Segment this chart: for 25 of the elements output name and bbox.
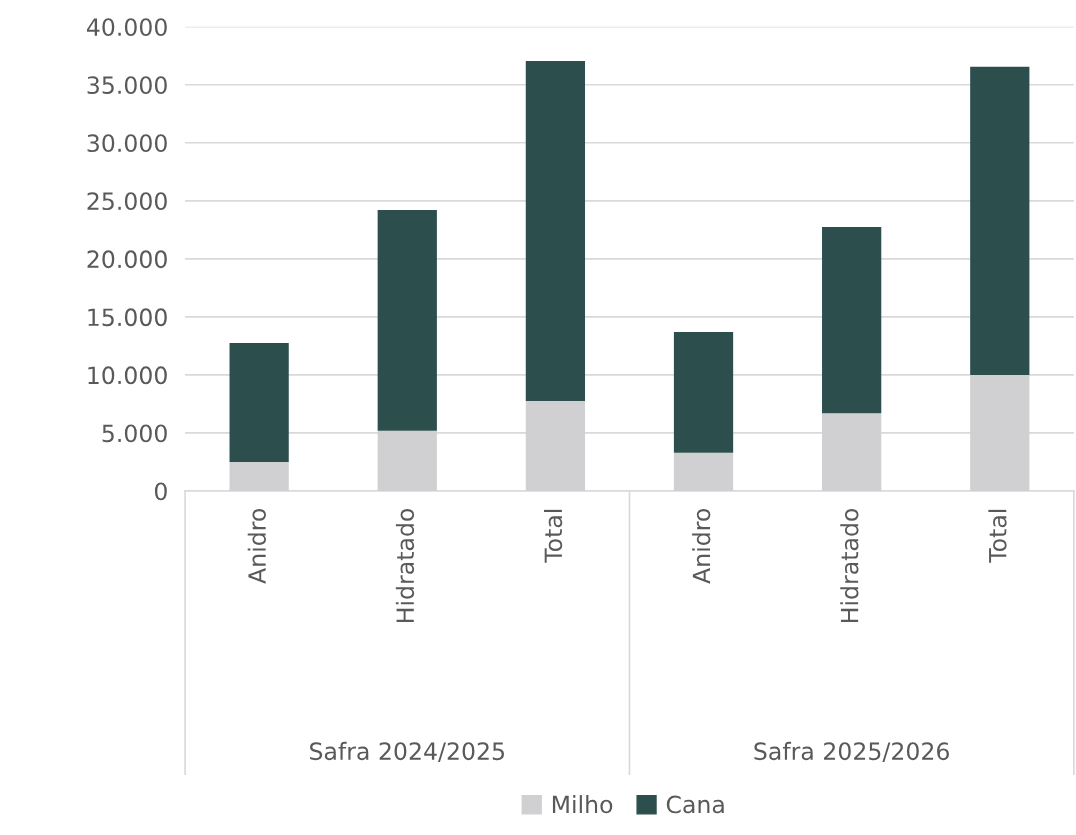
bar — [229, 343, 289, 462]
legend-label: Cana — [666, 795, 724, 814]
y-tick-label: 0 — [154, 482, 167, 501]
bar — [377, 210, 437, 431]
x-tick-label: Hidratado — [395, 508, 415, 622]
y-tick-label: 20.000 — [87, 250, 167, 269]
x-tick-label: Anidro — [692, 508, 711, 584]
x-tick-label: Total — [988, 509, 1007, 563]
x-tick-label: Hidratado — [840, 508, 859, 622]
y-tick-label: 15.000 — [88, 308, 167, 327]
x-tick-label: Total — [543, 509, 563, 563]
y-tick-label: 35.000 — [87, 76, 167, 95]
y-tick-label: 40.000 — [86, 18, 167, 37]
bar — [525, 60, 586, 402]
legend-label: Milho — [552, 795, 613, 814]
y-tick-label: 10.000 — [88, 366, 167, 385]
bar — [970, 66, 1030, 375]
x-tick-label: Anidro — [247, 508, 266, 584]
text: Safra 2024/2025 — [310, 741, 504, 762]
y-tick-label: 25.000 — [87, 192, 167, 211]
y-tick-label: 5.000 — [102, 424, 167, 443]
y-tick-label: 30.000 — [87, 134, 167, 153]
text: Safra 2025/2026 — [754, 741, 949, 762]
bar — [822, 226, 882, 414]
bar — [673, 331, 734, 453]
